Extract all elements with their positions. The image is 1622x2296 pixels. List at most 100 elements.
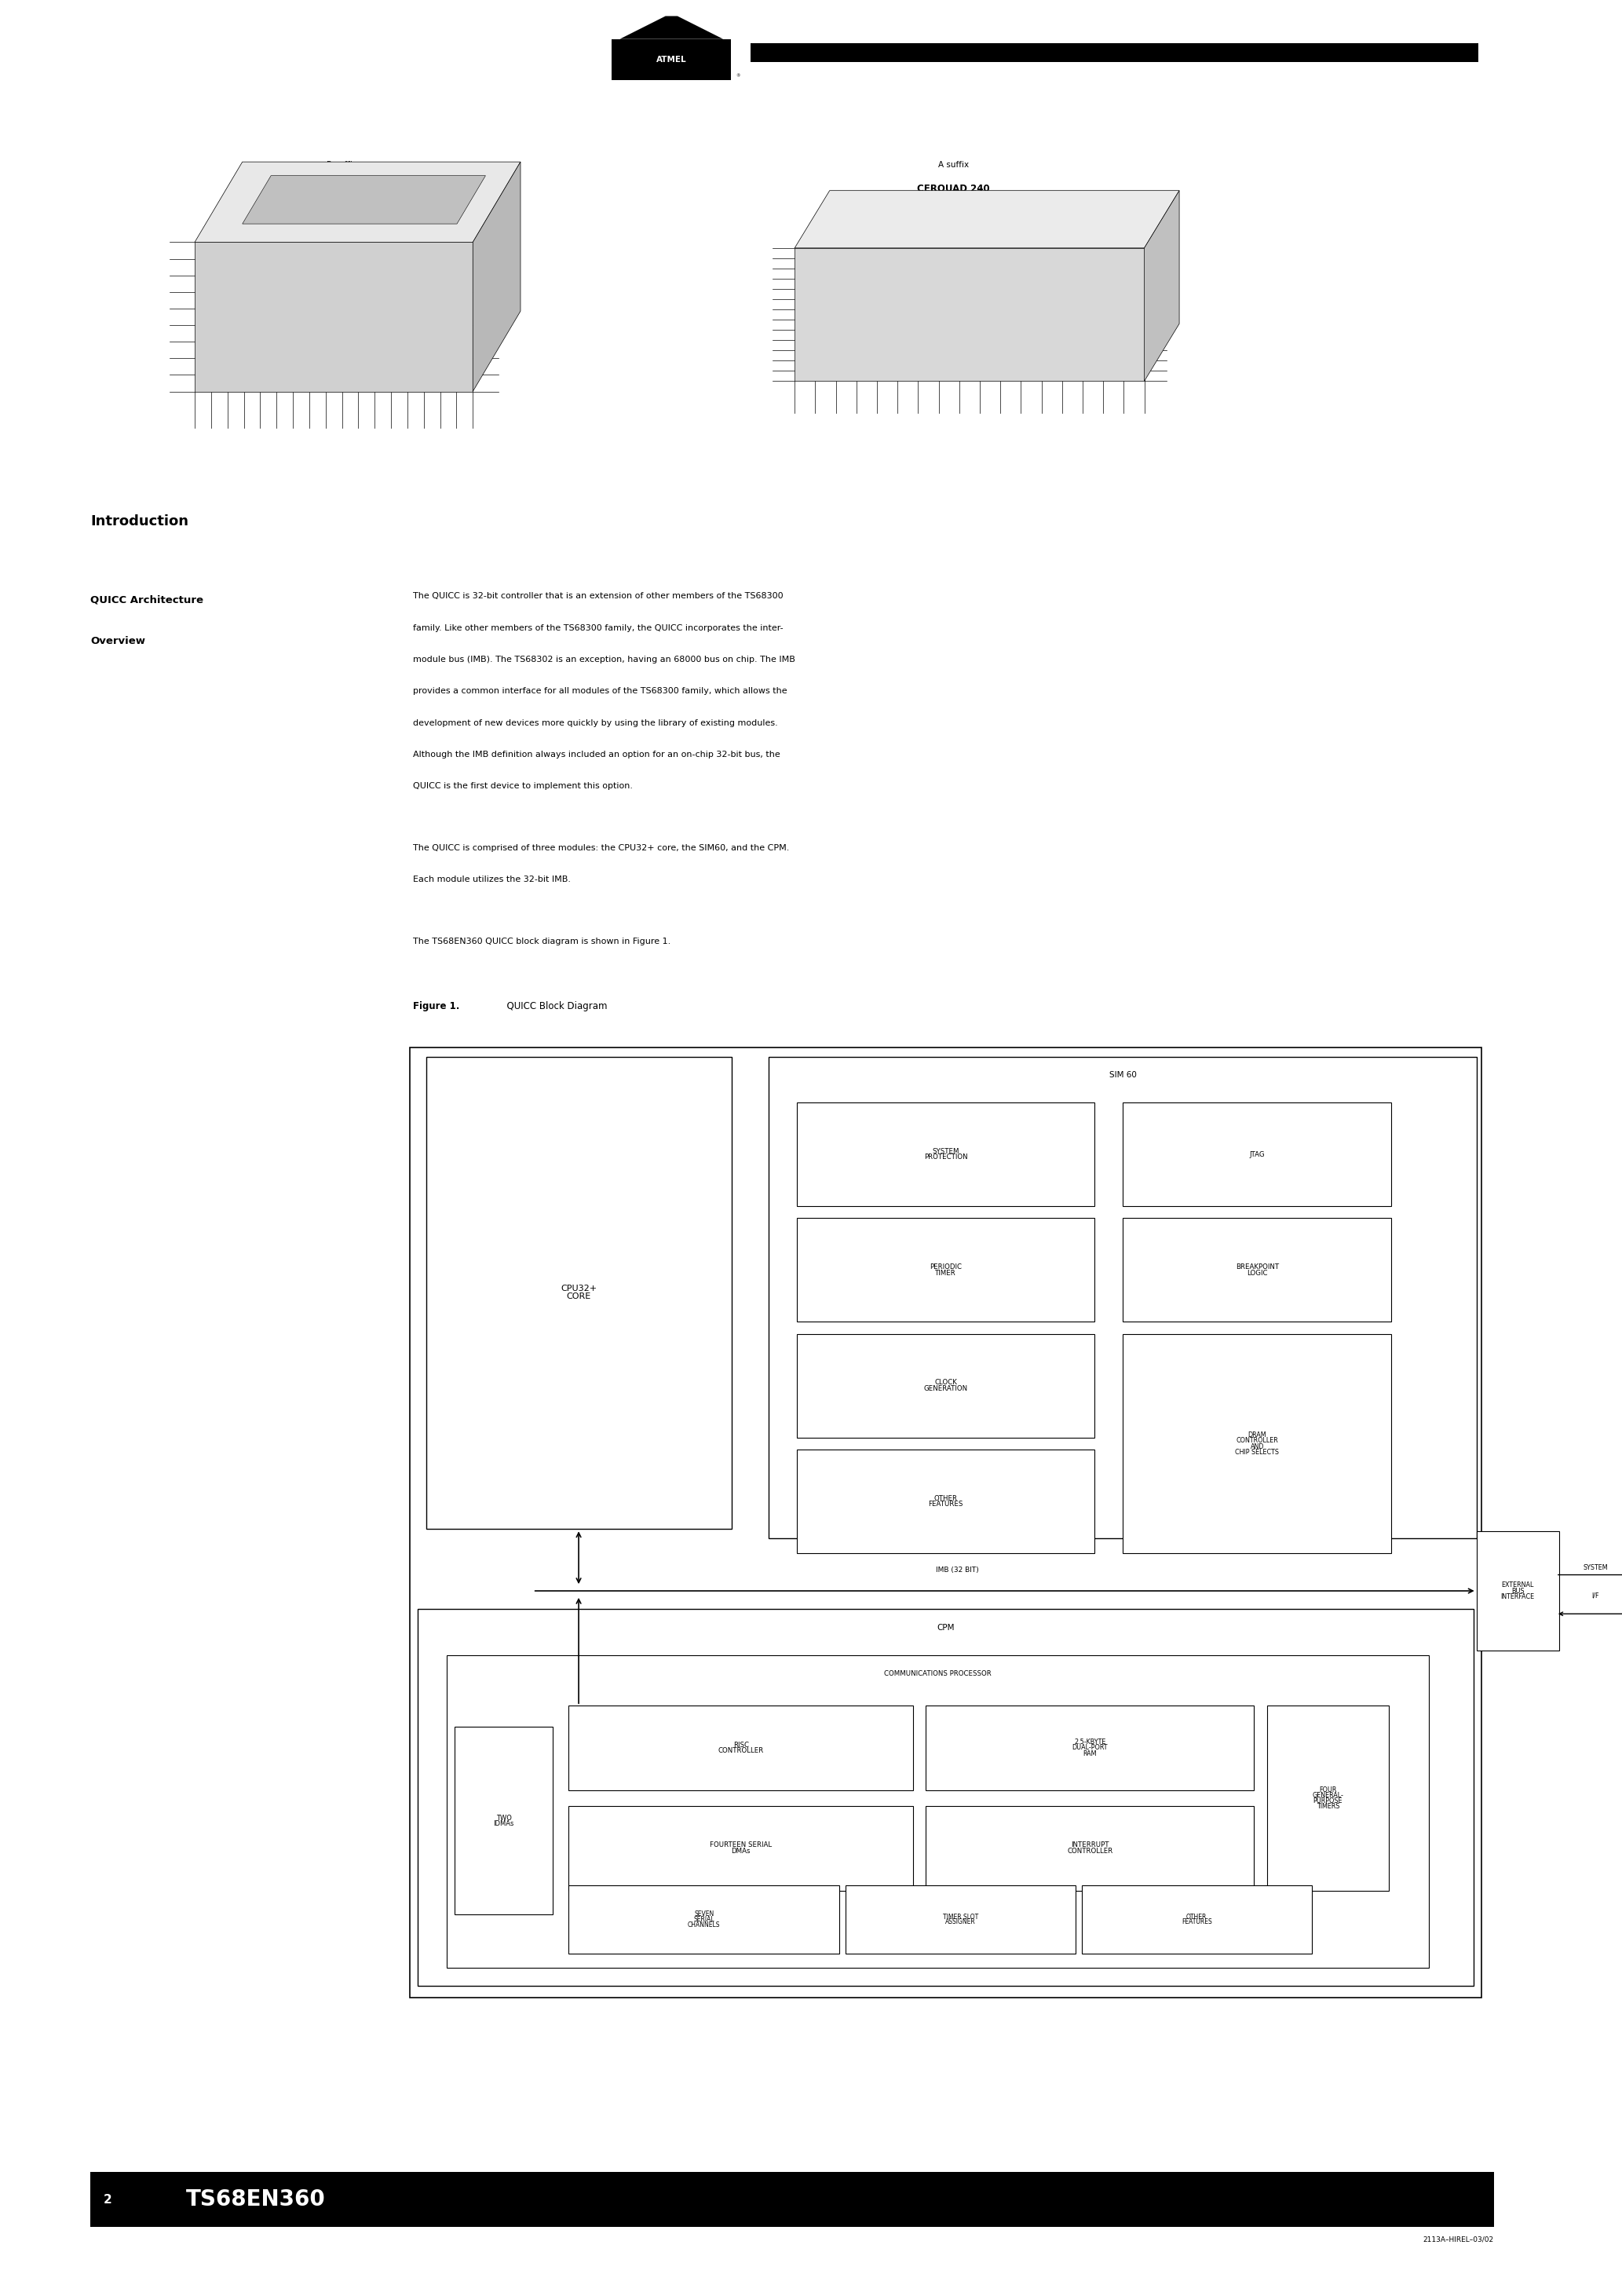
Text: PGA 241: PGA 241 [320,184,363,193]
Text: CPU32+: CPU32+ [561,1286,597,1293]
Polygon shape [795,191,1179,248]
Text: RISC: RISC [733,1740,749,1747]
Polygon shape [1144,191,1179,381]
Text: INTERFACE: INTERFACE [1500,1593,1534,1600]
Bar [926,1807,1254,1890]
Text: ASSIGNER: ASSIGNER [946,1919,976,1926]
Text: TIMER SLOT: TIMER SLOT [942,1913,978,1919]
Bar [569,1807,913,1890]
Bar [611,39,732,80]
Text: JTAG: JTAG [1249,1150,1265,1157]
Bar [1122,1102,1392,1205]
Text: Ceramic Pin Grid Array Cavity Up: Ceramic Pin Grid Array Cavity Up [279,209,406,216]
Text: AND: AND [1251,1442,1264,1451]
Bar [1122,1219,1392,1322]
Text: Introduction: Introduction [91,514,188,528]
Polygon shape [620,16,723,39]
Text: INTERRUPT: INTERRUPT [1071,1841,1109,1848]
Text: TIMERS: TIMERS [1317,1802,1340,1809]
Text: The TS68EN360 QUICC block diagram is shown in Figure 1.: The TS68EN360 QUICC block diagram is sho… [414,937,672,946]
Text: R suffix: R suffix [326,161,357,168]
Bar [446,1655,1429,1968]
Bar [91,2172,1494,2227]
Text: QUICC is the first device to implement this option.: QUICC is the first device to implement t… [414,783,633,790]
Text: DUAL-PORT: DUAL-PORT [1072,1745,1108,1752]
Text: IMB (32 BIT): IMB (32 BIT) [936,1566,978,1573]
Text: SYSTEM: SYSTEM [933,1148,959,1155]
Bar [569,1885,840,1954]
Text: OTHER: OTHER [1186,1913,1207,1919]
Text: Although the IMB definition always included an option for an on-chip 32-bit bus,: Although the IMB definition always inclu… [414,751,780,758]
Text: QUICC Architecture: QUICC Architecture [91,595,204,604]
Text: The QUICC is 32-bit controller that is an extension of other members of the TS68: The QUICC is 32-bit controller that is a… [414,592,783,599]
Text: PURPOSE: PURPOSE [1314,1798,1343,1805]
Text: 2.5-KBYTE: 2.5-KBYTE [1074,1738,1106,1745]
Polygon shape [242,177,485,225]
Bar [454,1727,553,1915]
Text: ATMEL: ATMEL [657,55,686,64]
Text: FEATURES: FEATURES [1181,1919,1212,1926]
Text: TIMER: TIMER [936,1270,957,1277]
Bar [1476,1531,1559,1651]
Bar [796,1449,1095,1552]
Text: PERIODIC: PERIODIC [929,1263,962,1270]
Bar [1267,1706,1388,1890]
Text: QUICC Block Diagram: QUICC Block Diagram [501,1001,607,1013]
Bar [845,1885,1075,1954]
Bar [769,1056,1476,1538]
Text: CORE: CORE [566,1293,590,1302]
Text: BREAKPOINT: BREAKPOINT [1236,1263,1278,1270]
Text: OTHER: OTHER [934,1495,957,1502]
Text: family. Like other members of the TS68300 family, the QUICC incorporates the int: family. Like other members of the TS6830… [414,625,783,631]
Text: development of new devices more quickly by using the library of existing modules: development of new devices more quickly … [414,719,779,728]
Text: Each module utilizes the 32-bit IMB.: Each module utilizes the 32-bit IMB. [414,875,571,884]
Bar [410,1047,1481,1998]
Text: CONTROLLER: CONTROLLER [1067,1848,1113,1855]
Text: I/F: I/F [1591,1591,1599,1598]
Text: RAM: RAM [1083,1750,1096,1756]
Bar [796,1102,1095,1205]
Text: Overview: Overview [91,636,146,645]
Text: CONTROLLER: CONTROLLER [719,1747,764,1754]
Text: GENERATION: GENERATION [925,1384,968,1391]
Polygon shape [195,161,521,243]
Text: SERIAL: SERIAL [694,1915,714,1924]
Text: FOUR: FOUR [1319,1786,1337,1793]
Text: 2: 2 [104,2193,112,2206]
Text: FEATURES: FEATURES [928,1502,963,1508]
Text: FOURTEEN SERIAL: FOURTEEN SERIAL [710,1841,772,1848]
Bar [796,1219,1095,1322]
Text: SIM 60: SIM 60 [1109,1070,1137,1079]
Text: CLOCK: CLOCK [934,1380,957,1387]
Text: module bus (IMB). The TS68302 is an exception, having an 68000 bus on chip. The : module bus (IMB). The TS68302 is an exce… [414,657,795,664]
Bar [1122,1334,1392,1552]
Polygon shape [795,248,1144,381]
Text: LOGIC: LOGIC [1247,1270,1267,1277]
Text: The QUICC is comprised of three modules: the CPU32+ core, the SIM60, and the CPM: The QUICC is comprised of three modules:… [414,845,790,852]
Bar [427,1056,732,1529]
Polygon shape [195,243,474,390]
Bar [796,1334,1095,1437]
Text: ®: ® [736,73,740,78]
Text: TWO: TWO [496,1814,511,1821]
Text: A suffix: A suffix [938,161,968,168]
Text: CHANNELS: CHANNELS [688,1922,720,1929]
Polygon shape [474,161,521,390]
Text: 2113A–HIREL–03/02: 2113A–HIREL–03/02 [1422,2236,1494,2243]
Text: GENERAL-: GENERAL- [1312,1791,1343,1798]
Bar [569,1706,913,1791]
Text: CPM: CPM [938,1623,954,1632]
Text: SEVEN: SEVEN [694,1910,714,1917]
Text: CONTROLLER: CONTROLLER [1236,1437,1278,1444]
Bar [1082,1885,1312,1954]
Bar [926,1706,1254,1791]
Text: CERQUAD 240: CERQUAD 240 [916,184,989,193]
Text: DMAs: DMAs [732,1848,751,1855]
Text: TS68EN360: TS68EN360 [187,2188,326,2211]
Text: PROTECTION: PROTECTION [925,1155,968,1162]
Text: IDMAs: IDMAs [493,1821,514,1828]
Text: Ceramic Leaded Chip Carrier Cavity Down: Ceramic Leaded Chip Carrier Cavity Down [873,209,1035,216]
Text: CHIP SELECTS: CHIP SELECTS [1234,1449,1280,1456]
Text: COMMUNICATIONS PROCESSOR: COMMUNICATIONS PROCESSOR [884,1669,991,1676]
Bar [418,1609,1473,1986]
